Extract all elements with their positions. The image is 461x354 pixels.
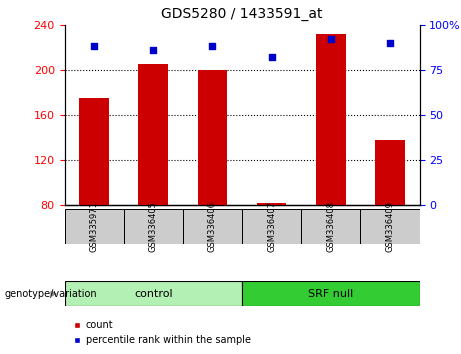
Text: GSM336408: GSM336408 — [326, 201, 335, 252]
Bar — [65, 209, 124, 244]
Bar — [301, 209, 361, 244]
Bar — [183, 209, 242, 244]
Text: GSM335971: GSM335971 — [89, 201, 99, 252]
Bar — [65, 281, 242, 306]
Text: SRF null: SRF null — [308, 289, 354, 299]
Bar — [316, 34, 346, 205]
Bar — [375, 140, 405, 205]
Bar — [79, 98, 109, 205]
Bar — [361, 209, 420, 244]
Text: GSM336409: GSM336409 — [385, 201, 395, 252]
Bar — [242, 209, 301, 244]
Bar — [138, 64, 168, 205]
Legend: count, percentile rank within the sample: count, percentile rank within the sample — [70, 316, 255, 349]
Bar — [242, 281, 420, 306]
Text: GSM336406: GSM336406 — [208, 201, 217, 252]
Text: genotype/variation: genotype/variation — [5, 289, 97, 299]
Text: control: control — [134, 289, 172, 299]
Point — [209, 44, 216, 49]
Text: GSM336407: GSM336407 — [267, 201, 276, 252]
Title: GDS5280 / 1433591_at: GDS5280 / 1433591_at — [161, 7, 323, 21]
Text: GSM336405: GSM336405 — [149, 201, 158, 252]
Bar — [124, 209, 183, 244]
Point — [327, 36, 334, 42]
Point — [149, 47, 157, 53]
Point — [268, 55, 275, 60]
Point — [386, 40, 394, 46]
Bar — [257, 203, 286, 205]
Point — [90, 44, 98, 49]
Bar — [198, 70, 227, 205]
